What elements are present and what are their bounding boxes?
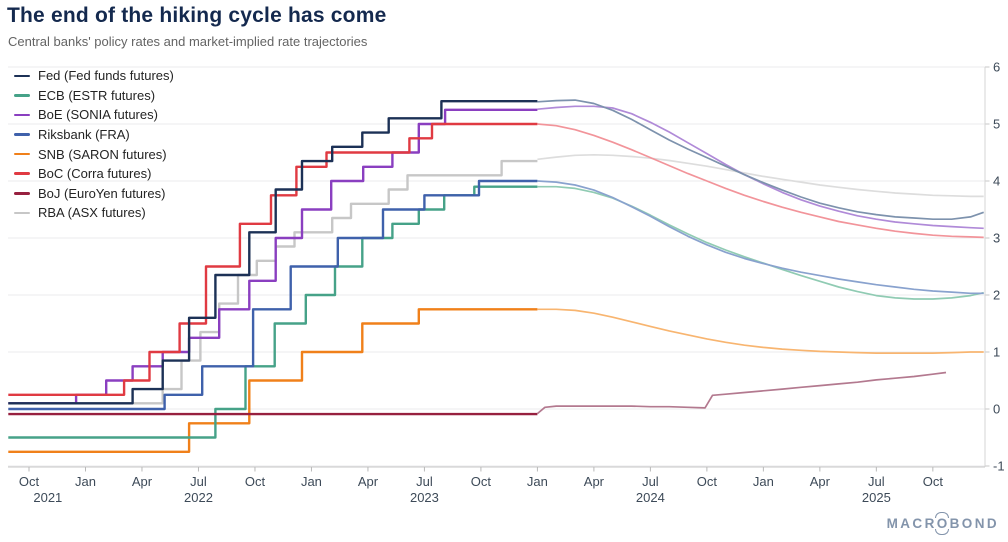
legend-item-boc[interactable]: BoC (Corra futures) — [14, 164, 174, 184]
svg-text:4: 4 — [993, 174, 1000, 189]
macrobond-logo: MACROBOND — [886, 512, 999, 531]
legend-label-rba: RBA (ASX futures) — [38, 205, 146, 221]
x-axis-labels: Oct Jan Apr Jul Oct Jan Apr Jul Oct Jan Apr Jul Oct J… — [19, 474, 943, 505]
legend-label-boe: BoE (SONIA futures) — [38, 107, 158, 123]
series-lines — [8, 99, 984, 453]
chart-title: The end of the hiking cycle has come — [7, 4, 387, 27]
riksbank-line-swatch — [14, 133, 30, 136]
legend-label-snb: SNB (SARON futures) — [38, 146, 167, 162]
x-tick-label: Oct — [19, 474, 40, 489]
series-fed-future — [537, 99, 984, 221]
x-tick-label: Jan — [75, 474, 96, 489]
series-riksbank-history — [8, 179, 538, 411]
series-fed-history — [8, 100, 538, 405]
ecb-line-swatch — [14, 94, 30, 97]
legend-item-boe[interactable]: BoE (SONIA futures) — [14, 105, 174, 125]
logo-text-post: BOND — [949, 516, 999, 531]
series-rba-future — [537, 153, 984, 198]
chart-legend: Fed (Fed funds futures) ECB (ESTR future… — [14, 66, 174, 223]
x-year-label: 2024 — [636, 490, 665, 505]
svg-text:1: 1 — [993, 345, 1000, 360]
x-year-label: 2023 — [410, 490, 439, 505]
legend-label-boc: BoC (Corra futures) — [38, 166, 152, 182]
series-snb-future — [537, 308, 984, 354]
x-tick-label: Apr — [358, 474, 379, 489]
logo-text-pre: MACR — [886, 516, 937, 531]
logo-orbit-o: O — [934, 512, 950, 531]
x-year-label: 2025 — [862, 490, 891, 505]
legend-label-ecb: ECB (ESTR futures) — [38, 87, 156, 103]
x-tick-label: Jan — [527, 474, 548, 489]
snb-line-swatch — [14, 152, 30, 156]
x-tick-label: Jul — [190, 474, 207, 489]
y-axis-labels: 6 5 4 3 2 1 0 -1 — [993, 60, 1005, 474]
x-tick-label: Apr — [584, 474, 605, 489]
svg-text:6: 6 — [993, 60, 1000, 75]
x-tick-label: Oct — [245, 474, 266, 489]
x-tick-label: Jul — [868, 474, 885, 489]
series-ecb-history — [8, 185, 538, 439]
x-tick-label: Jan — [301, 474, 322, 489]
x-tick-label: Apr — [132, 474, 153, 489]
boe-line-swatch — [14, 113, 30, 117]
legend-item-rba[interactable]: RBA (ASX futures) — [14, 203, 174, 223]
legend-label-fed: Fed (Fed funds futures) — [38, 68, 174, 84]
fed-line-swatch — [14, 74, 30, 78]
x-tick-label: Jan — [753, 474, 774, 489]
x-tick-label: Apr — [810, 474, 831, 489]
x-tick-label: Jul — [642, 474, 659, 489]
legend-item-fed[interactable]: Fed (Fed funds futures) — [14, 66, 174, 86]
series-boc-future — [537, 123, 984, 239]
series-snb-history — [8, 308, 538, 453]
boj-line-swatch — [14, 192, 30, 195]
svg-text:2: 2 — [993, 288, 1000, 303]
x-tick-label: Oct — [697, 474, 718, 489]
x-year-label: 2021 — [33, 490, 62, 505]
series-ecb-future — [537, 185, 984, 300]
series-boj-future — [536, 371, 947, 415]
series-boc-history — [8, 122, 538, 396]
boc-line-swatch — [14, 172, 30, 176]
legend-label-riksbank: Riksbank (FRA) — [38, 127, 130, 143]
legend-item-snb[interactable]: SNB (SARON futures) — [14, 144, 174, 164]
legend-label-boj: BoJ (EuroYen futures) — [38, 185, 166, 201]
rba-line-swatch — [14, 211, 30, 215]
series-riksbank-future — [537, 180, 984, 295]
series-boe-future — [537, 105, 984, 230]
svg-text:5: 5 — [993, 117, 1000, 132]
x-tick-label: Oct — [471, 474, 492, 489]
x-tick-label: Oct — [923, 474, 944, 489]
svg-text:0: 0 — [993, 402, 1000, 417]
legend-item-riksbank[interactable]: Riksbank (FRA) — [14, 125, 174, 145]
chart-subtitle: Central banks' policy rates and market-i… — [8, 34, 368, 49]
svg-text:3: 3 — [993, 231, 1000, 246]
legend-item-ecb[interactable]: ECB (ESTR futures) — [14, 86, 174, 106]
x-tick-label: Jul — [416, 474, 433, 489]
x-year-label: 2022 — [184, 490, 213, 505]
legend-item-boj[interactable]: BoJ (EuroYen futures) — [14, 184, 174, 204]
svg-text:-1: -1 — [993, 459, 1005, 474]
